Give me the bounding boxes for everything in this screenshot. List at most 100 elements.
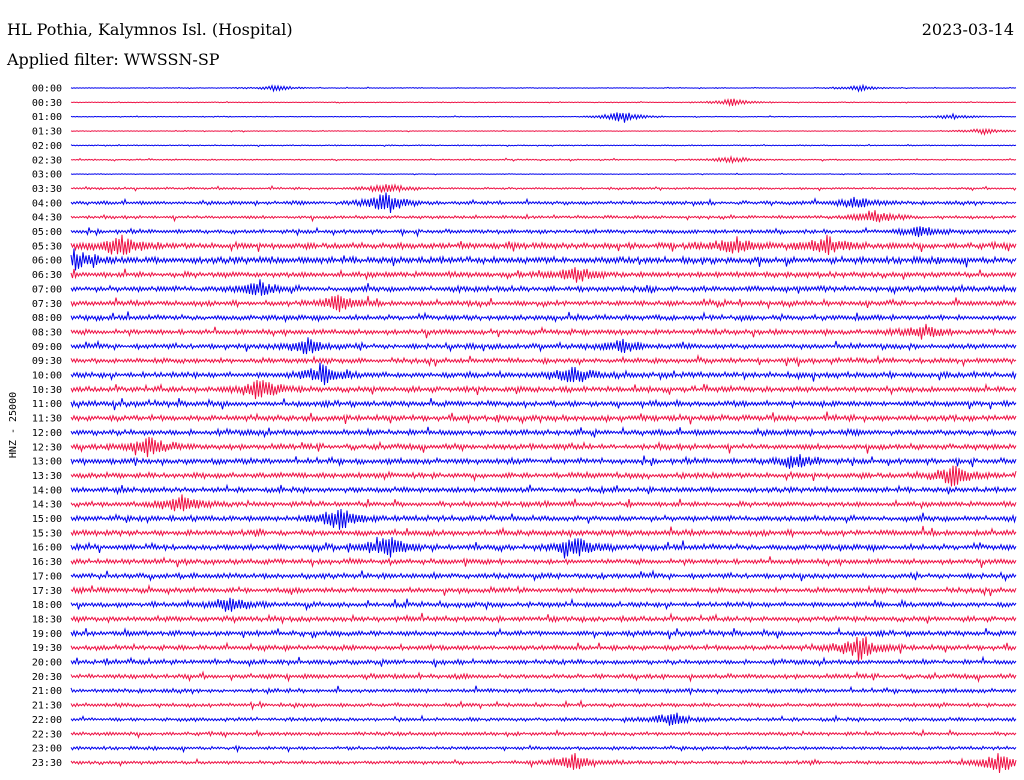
trace-row — [70, 712, 1017, 726]
row-tick-label: 23:00 — [32, 744, 62, 755]
row-tick-label: 19:00 — [32, 629, 62, 640]
row-tick-label: 10:30 — [32, 385, 62, 396]
trace-row — [70, 267, 1017, 283]
trace-row — [70, 569, 1017, 583]
row-tick-label: 09:00 — [32, 342, 62, 353]
row-tick-label: 13:30 — [32, 471, 62, 482]
row-tick-label: 05:30 — [32, 241, 62, 252]
row-tick-label: 04:30 — [32, 213, 62, 224]
row-tick-label: 18:30 — [32, 614, 62, 625]
trace-row — [70, 183, 1017, 194]
trace-row — [70, 425, 1017, 439]
row-tick-label: 15:30 — [32, 528, 62, 539]
trace-row — [70, 509, 1017, 530]
trace-row — [70, 626, 1017, 640]
row-tick-label: 14:00 — [32, 485, 62, 496]
station-title: HL Pothia, Kalymnos Isl. (Hospital) — [7, 20, 293, 39]
trace-row — [70, 226, 1017, 238]
trace-row — [70, 744, 1017, 754]
trace-row — [70, 752, 1017, 774]
row-tick-label: 08:30 — [32, 327, 62, 338]
row-tick-label: 20:00 — [32, 658, 62, 669]
channel-axis-label: HNZ - 25000 — [8, 392, 19, 458]
trace-row — [70, 597, 1017, 612]
trace-row — [70, 234, 1017, 256]
row-tick-label: 22:00 — [32, 715, 62, 726]
row-tick-label: 00:30 — [32, 98, 62, 109]
trace-row — [70, 210, 1017, 223]
row-tick-label: 01:00 — [32, 112, 62, 123]
row-tick-label: 19:30 — [32, 643, 62, 654]
row-tick-label: 04:00 — [32, 198, 62, 209]
trace-row — [70, 83, 1017, 93]
row-tick-label: 06:00 — [32, 256, 62, 267]
row-tick-label: 06:30 — [32, 270, 62, 281]
trace-row — [70, 436, 1017, 458]
row-tick-label: 11:30 — [32, 414, 62, 425]
filter-label: Applied filter: WWSSN-SP — [7, 50, 220, 69]
row-tick-label: 21:30 — [32, 701, 62, 712]
trace-row — [70, 685, 1017, 696]
row-tick-label: 21:00 — [32, 686, 62, 697]
trace-row — [70, 279, 1017, 296]
row-tick-label: 10:00 — [32, 371, 62, 382]
trace-row — [70, 397, 1017, 411]
row-tick-label: 17:30 — [32, 586, 62, 597]
row-tick-label: 17:00 — [32, 571, 62, 582]
row-tick-label: 16:30 — [32, 557, 62, 568]
row-tick-label: 22:30 — [32, 729, 62, 740]
record-date: 2023-03-14 — [921, 20, 1014, 39]
trace-row — [70, 362, 1017, 386]
row-tick-label: 12:30 — [32, 442, 62, 453]
trace-row — [70, 699, 1017, 711]
row-tick-label: 16:00 — [32, 543, 62, 554]
trace-row — [70, 483, 1017, 496]
trace-row — [70, 127, 1017, 136]
row-tick-label: 15:00 — [32, 514, 62, 525]
row-tick-label: 13:00 — [32, 457, 62, 468]
row-tick-label: 12:00 — [32, 428, 62, 439]
trace-row — [70, 612, 1017, 625]
trace-row — [70, 143, 1017, 148]
row-tick-labels: 00:00 00:30 01:00 01:30 02:00 02:30 03:00 03:30… — [32, 84, 62, 769]
seismogram-traces — [70, 83, 1017, 774]
row-tick-label: 20:30 — [32, 672, 62, 683]
trace-row — [70, 583, 1017, 597]
trace-row — [70, 294, 1017, 313]
row-tick-label: 01:30 — [32, 127, 62, 138]
trace-row — [70, 337, 1017, 355]
row-tick-label: 03:30 — [32, 184, 62, 195]
trace-row — [70, 454, 1017, 469]
trace-row — [70, 465, 1017, 487]
trace-row — [70, 411, 1017, 425]
row-tick-label: 14:30 — [32, 500, 62, 511]
row-tick-label: 02:00 — [32, 141, 62, 152]
trace-row — [70, 536, 1017, 559]
trace-row — [70, 172, 1017, 176]
trace-row — [70, 353, 1017, 368]
row-tick-label: 08:00 — [32, 313, 62, 324]
row-tick-label: 23:30 — [32, 758, 62, 769]
row-tick-label: 03:00 — [32, 170, 62, 181]
trace-row — [70, 525, 1017, 539]
row-tick-label: 05:00 — [32, 227, 62, 238]
trace-row — [70, 155, 1017, 165]
trace-row — [70, 670, 1017, 684]
row-tick-label: 11:00 — [32, 399, 62, 410]
row-tick-label: 09:30 — [32, 356, 62, 367]
trace-row — [70, 728, 1017, 739]
row-tick-label: 18:00 — [32, 600, 62, 611]
row-tick-label: 00:00 — [32, 84, 62, 95]
trace-row — [70, 192, 1017, 213]
trace-row — [70, 655, 1017, 668]
row-tick-label: 07:30 — [32, 299, 62, 310]
trace-row — [70, 311, 1017, 324]
trace-row — [70, 379, 1017, 400]
trace-row — [70, 636, 1017, 662]
row-tick-label: 02:30 — [32, 155, 62, 166]
trace-row — [70, 556, 1017, 568]
trace-row — [70, 494, 1017, 512]
trace-row — [70, 98, 1017, 108]
trace-row — [70, 248, 1017, 271]
